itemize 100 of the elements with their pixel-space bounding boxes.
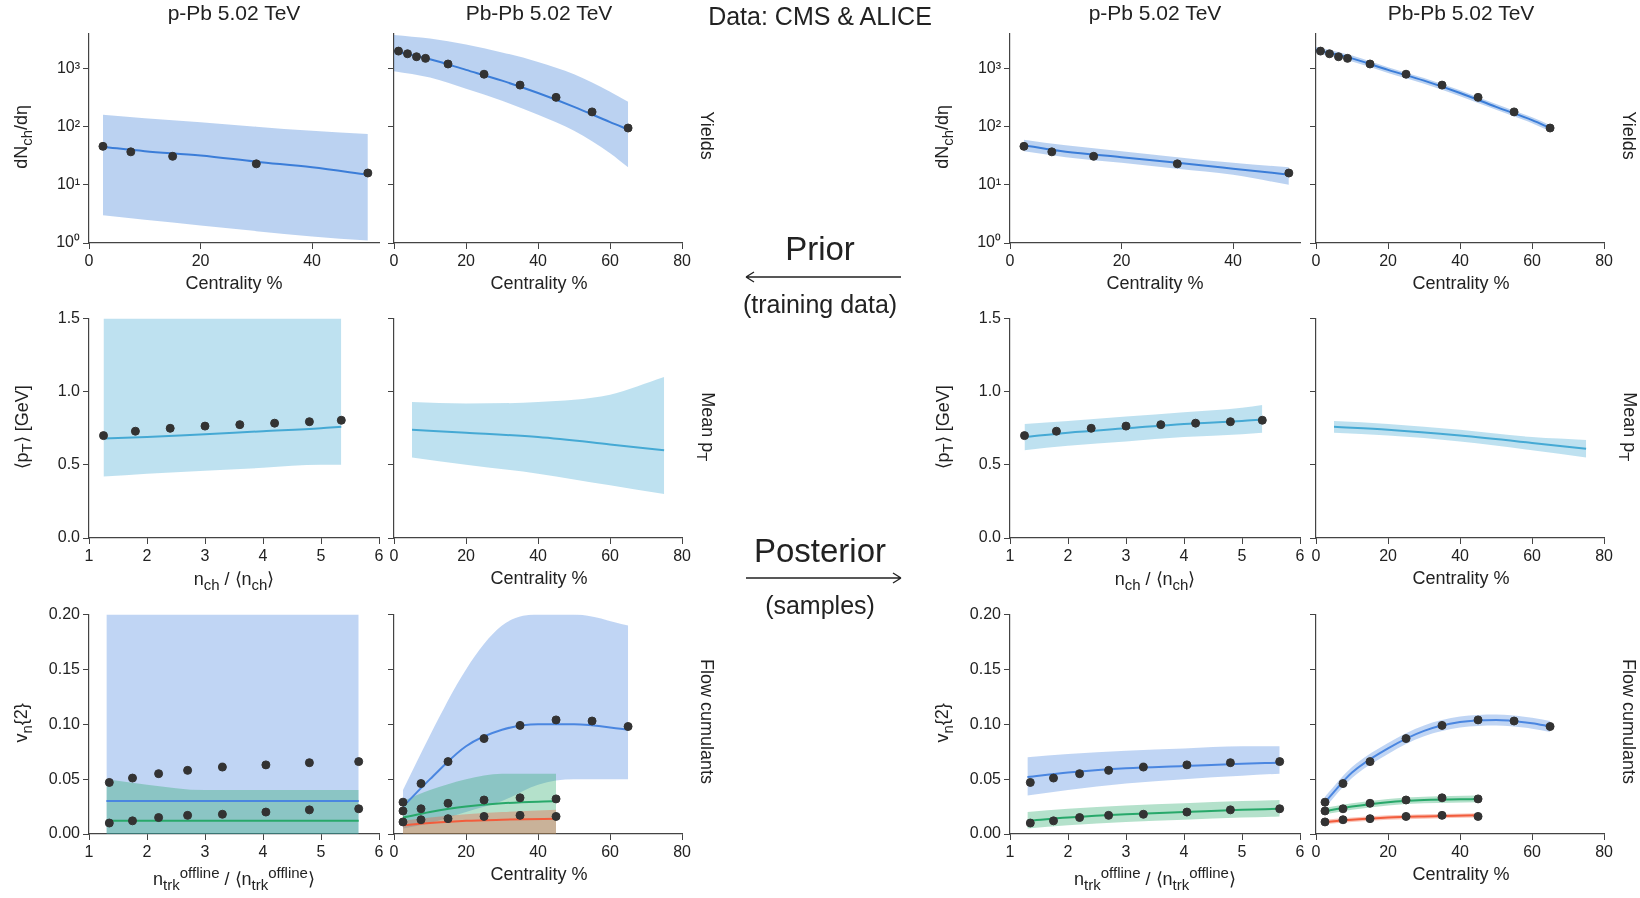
y-tick-label: 10³ — [56, 59, 81, 77]
y-tick-label: 10¹ — [977, 175, 1001, 193]
x-tick-label: 40 — [529, 252, 548, 270]
point — [623, 123, 633, 133]
x-axis-title: Centrality % — [1411, 864, 1511, 885]
point — [1275, 757, 1285, 767]
point — [416, 779, 426, 789]
point — [421, 53, 431, 63]
point — [479, 69, 489, 79]
x-tick-label: 60 — [601, 252, 620, 270]
point — [412, 52, 422, 62]
point — [1437, 80, 1447, 90]
point — [270, 418, 280, 428]
x-tick-label: 1 — [1005, 547, 1015, 565]
point — [443, 59, 453, 69]
x-axis-title: n$_{ch}$ / ⟨n$_{ch}$⟩ — [192, 568, 276, 593]
point — [1545, 721, 1555, 731]
point — [1051, 426, 1061, 436]
point — [336, 415, 346, 425]
point — [551, 811, 561, 821]
point — [1509, 716, 1519, 726]
x-tick-label: 5 — [316, 843, 326, 861]
point — [104, 818, 114, 828]
point — [1156, 420, 1166, 430]
point — [1075, 813, 1085, 823]
point — [398, 806, 408, 816]
point — [1025, 818, 1035, 828]
x-tick-label: 60 — [1523, 547, 1542, 565]
x-tick-label: 40 — [1451, 843, 1470, 861]
y-tick-label: 0.05 — [969, 769, 1002, 787]
point — [1338, 779, 1348, 789]
x-tick-label: 80 — [1595, 843, 1614, 861]
point — [1089, 151, 1099, 161]
point — [1275, 804, 1285, 814]
point — [304, 417, 314, 427]
point — [1437, 810, 1447, 820]
x-tick-label: 40 — [303, 252, 322, 270]
point — [1338, 815, 1348, 825]
y2-axis-title: Flow cumulants — [1617, 657, 1639, 786]
x-tick-label: 20 — [1379, 547, 1398, 565]
point — [551, 92, 561, 102]
x-tick-label: 3 — [200, 547, 210, 565]
text: (samples) — [764, 591, 876, 620]
point — [1320, 806, 1330, 816]
x-axis-title: Centrality % — [184, 273, 284, 294]
y-tick-label: 0.5 — [978, 455, 1002, 473]
point — [1172, 159, 1182, 169]
x-tick-label: 40 — [1451, 252, 1470, 270]
point — [126, 147, 136, 157]
x-tick-label: 20 — [457, 843, 476, 861]
point — [1182, 807, 1192, 817]
point — [1401, 69, 1411, 79]
x-tick-label: 2 — [1063, 547, 1073, 565]
point — [394, 46, 403, 56]
point — [1225, 758, 1235, 768]
x-axis-title: Centrality % — [1411, 568, 1511, 589]
x-tick-label: 20 — [457, 547, 476, 565]
x-tick-label: 40 — [529, 547, 548, 565]
x-tick-label: 5 — [1237, 843, 1247, 861]
y-tick-label: 1.5 — [57, 309, 81, 327]
x-tick-label: 80 — [1595, 547, 1614, 565]
point — [515, 793, 525, 803]
x-axis-title: Centrality % — [1411, 273, 1511, 294]
point — [443, 798, 453, 808]
point — [304, 758, 314, 768]
chart-title: Pb-Pb 5.02 TeV — [1386, 1, 1536, 25]
point — [363, 168, 373, 178]
x-tick-label: 6 — [374, 843, 384, 861]
point — [1316, 46, 1325, 56]
point — [1437, 720, 1447, 730]
x-tick-label: 3 — [1121, 547, 1131, 565]
point — [154, 813, 164, 823]
point — [1049, 773, 1058, 783]
x-tick-label: 40 — [529, 843, 548, 861]
point — [1325, 49, 1335, 59]
point — [128, 773, 137, 783]
point — [1191, 418, 1201, 428]
point — [443, 814, 453, 824]
x-tick-label: 20 — [1112, 252, 1131, 270]
x-tick-label: 80 — [673, 252, 692, 270]
x-axis-title: n$_{trk}$$^{offline}$ / ⟨n$_{trk}$$^{offline}$⟩ — [152, 864, 316, 893]
y-tick-label: 1.0 — [978, 382, 1002, 400]
x-tick-label: 60 — [601, 843, 620, 861]
x-tick-label: 4 — [258, 547, 268, 565]
y2-axis-title: Yields — [1617, 110, 1639, 162]
y-tick-label: 0.0 — [978, 528, 1002, 546]
text: (training data) — [741, 290, 899, 319]
point — [130, 426, 140, 436]
point — [98, 141, 108, 151]
point — [479, 811, 489, 821]
point — [261, 807, 271, 817]
point — [154, 769, 164, 779]
x-tick-label: 6 — [1295, 547, 1305, 565]
x-tick-label: 1 — [1005, 843, 1015, 861]
x-tick-label: 2 — [1063, 843, 1073, 861]
point — [587, 716, 597, 726]
point — [217, 809, 227, 819]
y-tick-label: 0.20 — [48, 605, 81, 623]
point — [1473, 794, 1483, 804]
point — [1473, 811, 1483, 821]
